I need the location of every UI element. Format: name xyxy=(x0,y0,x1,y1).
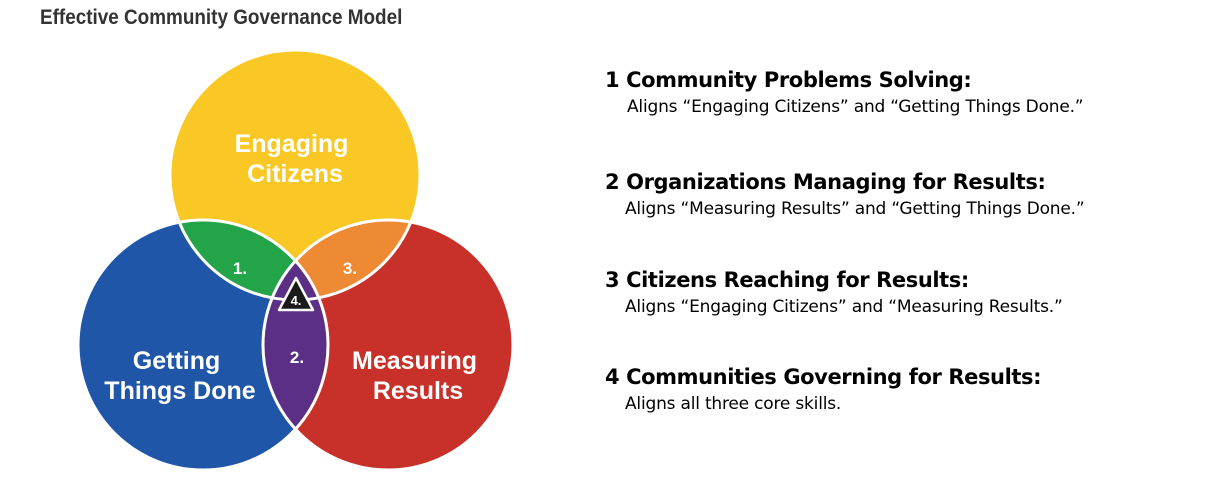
label-engaging-citizens-line1: Engaging xyxy=(235,130,349,158)
intersection-3 xyxy=(263,220,420,300)
item-3-description: Aligns “Engaging Citizens” and “Measurin… xyxy=(625,297,1063,317)
intersection-2-label: 2. xyxy=(290,348,304,367)
item-4-description: Aligns all three core skills. xyxy=(625,394,842,414)
item-2-description: Aligns “Measuring Results” and “Getting … xyxy=(625,199,1085,219)
intersection-1-label: 1. xyxy=(233,259,247,278)
diagram-title: Effective Community Governance Model xyxy=(40,6,403,29)
label-measuring-results-line2: Results xyxy=(373,377,463,405)
label-measuring-results-line1: Measuring xyxy=(352,347,477,375)
label-engaging-citizens: Engaging Citizens xyxy=(235,130,356,188)
list-item-2: 2 Organizations Managing for Results: Al… xyxy=(605,170,1085,219)
item-2-heading: 2 Organizations Managing for Results: xyxy=(605,170,1046,194)
list-item-4: 4 Communities Governing for Results: Ali… xyxy=(605,365,1042,414)
intersection-4-label: 4. xyxy=(291,293,302,308)
venn-diagram: 4. Engaging Citizens Getting Things Done… xyxy=(76,48,515,472)
list-item-1: 1 Community Problems Solving: Aligns “En… xyxy=(605,68,1084,117)
label-getting-things-done-line1: Getting xyxy=(133,347,221,375)
item-4-heading: 4 Communities Governing for Results: xyxy=(605,365,1042,389)
item-1-heading: 1 Community Problems Solving: xyxy=(605,68,972,92)
list-item-3: 3 Citizens Reaching for Results: Aligns … xyxy=(605,268,1063,317)
item-3-heading: 3 Citizens Reaching for Results: xyxy=(605,268,969,292)
label-measuring-results: Measuring Results xyxy=(352,347,484,405)
label-getting-things-done-line2: Things Done xyxy=(104,377,255,405)
label-getting-things-done: Getting Things Done xyxy=(104,347,255,405)
item-1-description: Aligns “Engaging Citizens” and “Getting … xyxy=(627,97,1084,117)
intersection-4: 4. xyxy=(277,276,315,312)
intersection-3-label: 3. xyxy=(343,259,357,278)
intersection-1 xyxy=(170,220,328,300)
label-engaging-citizens-line2: Citizens xyxy=(247,160,343,188)
